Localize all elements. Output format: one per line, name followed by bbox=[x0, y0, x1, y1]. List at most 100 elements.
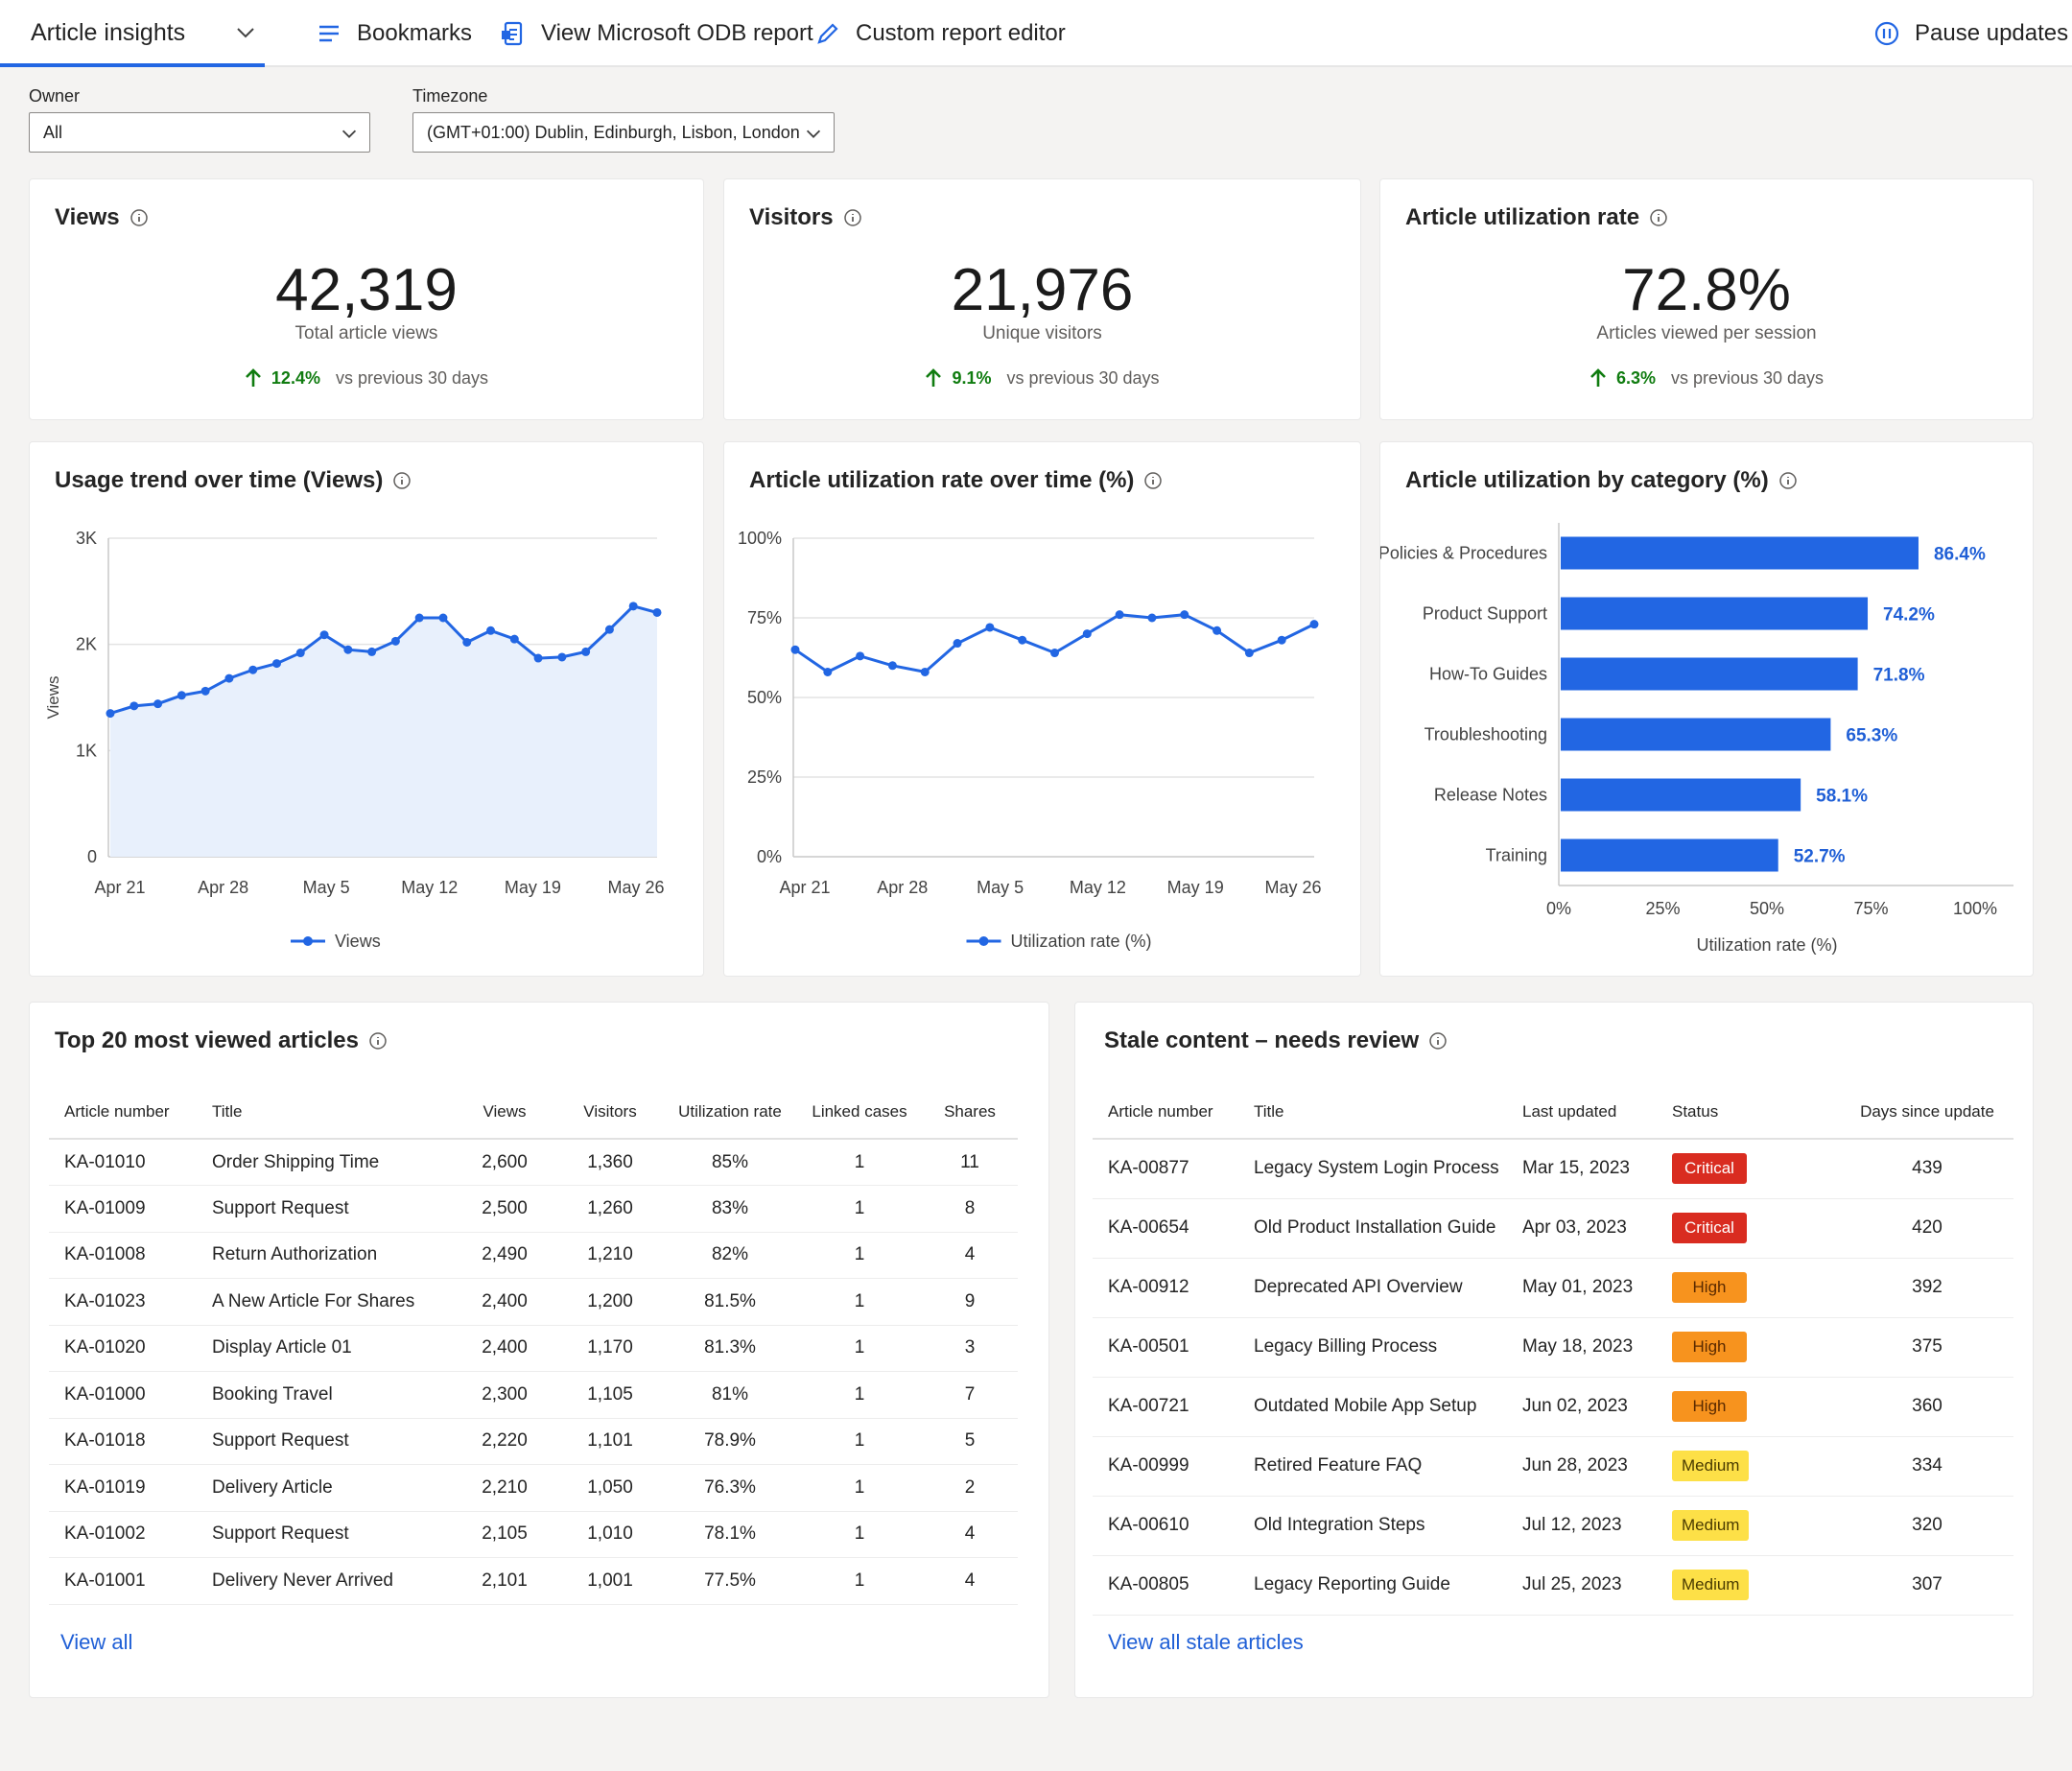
stale-content-card: Stale content – needs review Article num… bbox=[1074, 1002, 2034, 1698]
table-cell: 2,490 bbox=[452, 1232, 557, 1279]
table-cell: 1 bbox=[797, 1557, 922, 1605]
x-tick-label: 25% bbox=[1645, 899, 1680, 918]
kpi-compare: vs previous 30 days bbox=[1670, 367, 1825, 388]
data-point bbox=[533, 653, 543, 663]
card-title: Visitors bbox=[749, 204, 862, 231]
column-header[interactable]: Utilization rate bbox=[663, 1085, 797, 1140]
table-cell: 78.1% bbox=[663, 1511, 797, 1558]
table-cell: KA-00610 bbox=[1093, 1496, 1254, 1556]
column-header[interactable]: Views bbox=[452, 1085, 557, 1140]
table-row[interactable]: KA-01023 A New Article For Shares 2,400 1,2… bbox=[49, 1278, 1018, 1326]
card-title: Article utilization rate over time (%) bbox=[749, 467, 1163, 494]
table-row[interactable]: KA-00501 Legacy Billing Process May 18, 20… bbox=[1093, 1317, 2013, 1378]
table-row[interactable]: KA-01000 Booking Travel 2,300 1,105 81% 1 7 bbox=[49, 1371, 1018, 1419]
table-cell: 76.3% bbox=[663, 1464, 797, 1512]
pause-updates-label: Pause updates bbox=[1915, 20, 2069, 46]
data-point bbox=[1050, 649, 1059, 658]
column-header[interactable]: Shares bbox=[922, 1085, 1018, 1140]
table-row[interactable]: KA-01008 Return Authorization 2,490 1,210 82… bbox=[49, 1232, 1018, 1279]
table-row[interactable]: KA-00654 Old Product Installation Guide Ap… bbox=[1093, 1198, 2013, 1259]
pause-updates-button[interactable]: Pause updates bbox=[1872, 19, 2068, 48]
owner-dropdown[interactable]: All bbox=[29, 112, 370, 153]
custom-report-editor-button[interactable]: Custom report editor bbox=[813, 19, 1066, 48]
table-cell: Support Request bbox=[212, 1185, 452, 1233]
arrow-up-icon bbox=[926, 368, 942, 387]
table-row[interactable]: KA-00805 Legacy Reporting Guide Jul 25, 20… bbox=[1093, 1555, 2013, 1616]
table-row[interactable]: KA-01001 Delivery Never Arrived 2,101 1,001… bbox=[49, 1557, 1018, 1605]
table-row[interactable]: KA-01010 Order Shipping Time 2,600 1,360 85%… bbox=[49, 1139, 1018, 1186]
column-header[interactable]: Days since update bbox=[1841, 1085, 2013, 1140]
table-cell: KA-00654 bbox=[1093, 1198, 1254, 1259]
data-label: 71.8% bbox=[1873, 666, 1925, 686]
kpi-delta: 12.4% vs previous 30 days bbox=[30, 367, 703, 389]
x-tick-label: May 26 bbox=[1264, 878, 1321, 897]
view-all-link[interactable]: View all bbox=[60, 1630, 133, 1654]
table-row[interactable]: KA-01018 Support Request 2,220 1,101 78.9% 1 5 bbox=[49, 1418, 1018, 1465]
data-point bbox=[604, 625, 614, 634]
column-header[interactable]: Article number bbox=[49, 1085, 212, 1140]
table-row[interactable]: KA-00877 Legacy System Login Process Mar 1… bbox=[1093, 1139, 2013, 1199]
y-tick-label: 100% bbox=[738, 529, 782, 548]
view-odb-report-button[interactable]: View Microsoft ODB report bbox=[499, 19, 813, 48]
status-cell: Critical bbox=[1672, 1139, 1841, 1199]
column-header[interactable]: Article number bbox=[1093, 1085, 1254, 1140]
table-cell: 4 bbox=[922, 1511, 1018, 1558]
table-row[interactable]: KA-01019 Delivery Article 2,210 1,050 76.3% 1… bbox=[49, 1464, 1018, 1512]
chart-card-utilization-category: Article utilization by category (%) 0% 25… bbox=[1379, 441, 2034, 977]
tab-article-insights[interactable]: Article insights bbox=[0, 0, 265, 67]
table-cell: KA-01009 bbox=[49, 1185, 212, 1233]
status-cell: High bbox=[1672, 1317, 1841, 1378]
x-tick-label: May 12 bbox=[1070, 878, 1126, 897]
chevron-down-icon[interactable] bbox=[234, 21, 257, 44]
data-point bbox=[248, 665, 258, 674]
column-header[interactable]: Status bbox=[1672, 1085, 1841, 1140]
column-header[interactable]: Title bbox=[1254, 1085, 1522, 1140]
info-icon[interactable] bbox=[392, 471, 412, 490]
table-cell: 11 bbox=[922, 1139, 1018, 1186]
table-cell: 2,300 bbox=[452, 1371, 557, 1419]
x-axis-label: Utilization rate (%) bbox=[1696, 935, 1837, 955]
info-icon[interactable] bbox=[1778, 471, 1798, 490]
table-row[interactable]: KA-00610 Old Integration Steps Jul 12, 202… bbox=[1093, 1496, 2013, 1556]
status-badge: High bbox=[1672, 1272, 1747, 1303]
timezone-dropdown[interactable]: (GMT+01:00) Dublin, Edinburgh, Lisbon, L… bbox=[412, 112, 835, 153]
data-point bbox=[224, 673, 234, 683]
data-point bbox=[486, 626, 496, 635]
view-all-stale-link[interactable]: View all stale articles bbox=[1108, 1630, 1304, 1654]
data-point bbox=[652, 607, 662, 617]
table-row[interactable]: KA-00721 Outdated Mobile App Setup Jun 02,… bbox=[1093, 1377, 2013, 1437]
table-cell: Legacy System Login Process bbox=[1254, 1139, 1522, 1199]
series-line bbox=[794, 613, 1315, 674]
info-icon[interactable] bbox=[1649, 208, 1668, 227]
status-cell: High bbox=[1672, 1258, 1841, 1318]
data-point bbox=[985, 623, 995, 632]
info-icon[interactable] bbox=[1143, 471, 1163, 490]
bar bbox=[1561, 838, 1778, 872]
status-cell: Medium bbox=[1672, 1436, 1841, 1497]
column-header[interactable]: Visitors bbox=[557, 1085, 663, 1140]
column-header[interactable]: Last updated bbox=[1522, 1085, 1672, 1140]
info-icon[interactable] bbox=[843, 208, 862, 227]
table-cell: 7 bbox=[922, 1371, 1018, 1419]
bookmarks-button[interactable]: Bookmarks bbox=[315, 19, 472, 48]
info-icon[interactable] bbox=[368, 1031, 388, 1051]
bar bbox=[1561, 778, 1801, 812]
info-icon[interactable] bbox=[130, 208, 149, 227]
data-point bbox=[200, 686, 210, 696]
table-row[interactable]: KA-00912 Deprecated API Overview May 01, 2… bbox=[1093, 1258, 2013, 1318]
column-header[interactable]: Linked cases bbox=[797, 1085, 922, 1140]
kpi-delta-value: 6.3% bbox=[1615, 367, 1656, 388]
table-cell: Legacy Billing Process bbox=[1254, 1317, 1522, 1378]
table-row[interactable]: KA-01002 Support Request 2,105 1,010 78.1% 1 4 bbox=[49, 1511, 1018, 1558]
data-point bbox=[390, 636, 400, 646]
table-cell: KA-00721 bbox=[1093, 1377, 1254, 1437]
data-point bbox=[177, 691, 186, 700]
info-icon[interactable] bbox=[1428, 1031, 1448, 1051]
table-row[interactable]: KA-01020 Display Article 01 2,400 1,170 81.3… bbox=[49, 1325, 1018, 1372]
bar bbox=[1561, 718, 1831, 751]
table-row[interactable]: KA-01009 Support Request 2,500 1,260 83% 1 8 bbox=[49, 1185, 1018, 1233]
table-row[interactable]: KA-00999 Retired Feature FAQ Jun 28, 2023 M… bbox=[1093, 1436, 2013, 1497]
column-header[interactable]: Title bbox=[212, 1085, 452, 1140]
status-badge: Medium bbox=[1672, 1570, 1750, 1600]
legend-label: Views bbox=[335, 932, 381, 951]
